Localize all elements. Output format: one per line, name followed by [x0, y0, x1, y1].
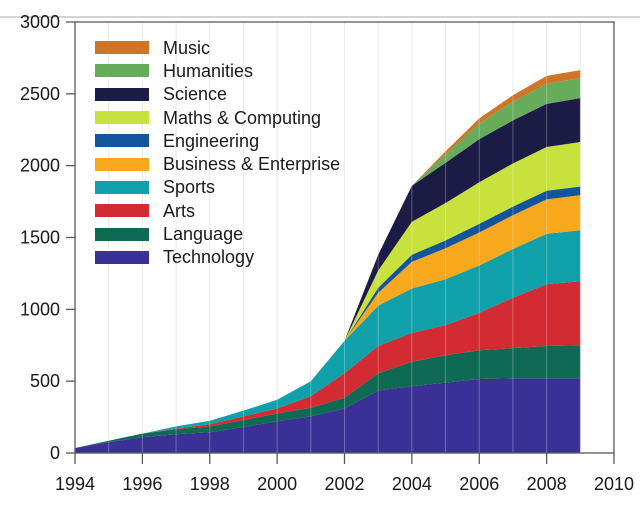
y-tick-label-1500: 1500	[20, 228, 60, 248]
area-technology	[75, 378, 581, 453]
legend-label-humanities: Humanities	[163, 60, 254, 81]
x-tick-label-2004: 2004	[392, 474, 432, 494]
legend-swatch-technology	[95, 250, 149, 264]
legend-label-engineering: Engineering	[163, 130, 260, 151]
y-tick-label-2000: 2000	[20, 156, 60, 176]
y-tick-label-2500: 2500	[20, 84, 60, 104]
y-tick-label-0: 0	[50, 443, 60, 463]
x-tick-label-1996: 1996	[122, 474, 162, 494]
area-arts	[75, 281, 581, 448]
x-tick-label-2002: 2002	[324, 474, 364, 494]
legend-label-language: Language	[163, 224, 244, 245]
legend-label-science: Science	[163, 84, 228, 105]
x-tick-label-2006: 2006	[459, 474, 499, 494]
chart-legend: Music Humanities Science Maths & Computing E…	[95, 36, 340, 269]
legend-swatch-maths-computing	[95, 111, 149, 125]
area-maths-computing	[75, 142, 581, 448]
y-tick-label-3000: 3000	[20, 12, 60, 32]
legend-label-music: Music	[163, 37, 211, 58]
x-tick-label-2008: 2008	[527, 474, 567, 494]
legend-label-sports: Sports	[163, 177, 216, 198]
legend-item-music: Music	[95, 36, 340, 59]
x-tick-label-2010: 2010	[594, 474, 634, 494]
legend-item-technology: Technology	[95, 246, 340, 269]
area-language	[75, 345, 581, 448]
x-tick-label-1994: 1994	[55, 474, 95, 494]
legend-item-language: Language	[95, 222, 340, 245]
legend-item-science: Science	[95, 83, 340, 106]
legend-item-arts: Arts	[95, 199, 340, 222]
legend-item-maths-computing: Maths & Computing	[95, 106, 340, 129]
legend-swatch-humanities	[95, 64, 149, 78]
legend-item-sports: Sports	[95, 176, 340, 199]
area-business-enterprise	[75, 195, 581, 448]
legend-swatch-arts	[95, 204, 149, 218]
legend-label-business-enterprise: Business & Enterprise	[163, 154, 341, 175]
legend-item-business-enterprise: Business & Enterprise	[95, 152, 340, 175]
legend-label-maths-computing: Maths & Computing	[163, 107, 322, 128]
area-science	[75, 98, 581, 448]
y-tick-label-1000: 1000	[20, 299, 60, 319]
legend-swatch-language	[95, 227, 149, 241]
legend-swatch-business-enterprise	[95, 157, 149, 171]
legend-swatch-science	[95, 87, 149, 101]
legend-label-technology: Technology	[163, 247, 255, 268]
legend-swatch-music	[95, 41, 149, 55]
legend-swatch-sports	[95, 180, 149, 194]
x-tick-label-1998: 1998	[190, 474, 230, 494]
legend-item-humanities: Humanities	[95, 59, 340, 82]
x-tick-label-2000: 2000	[257, 474, 297, 494]
area-sports	[75, 230, 581, 448]
legend-label-arts: Arts	[163, 200, 196, 221]
y-tick-label-500: 500	[30, 371, 60, 391]
legend-item-engineering: Engineering	[95, 129, 340, 152]
legend-swatch-engineering	[95, 134, 149, 148]
